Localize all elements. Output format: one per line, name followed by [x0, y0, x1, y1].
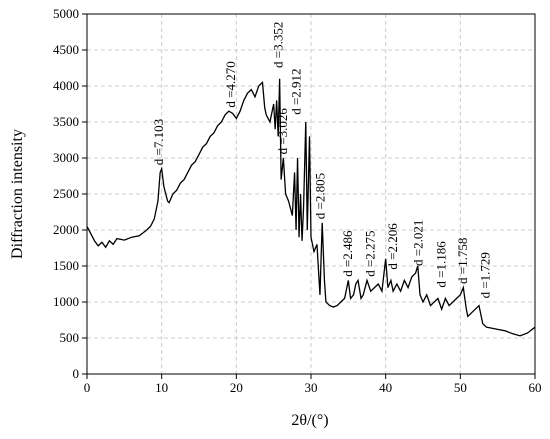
peak-annotation: d =3.026: [275, 108, 290, 155]
peak-annotation: d =2.206: [385, 223, 400, 270]
y-tick-label: 500: [60, 330, 80, 345]
plot-frame: [86, 13, 536, 375]
y-tick-label: 0: [73, 366, 80, 381]
peak-annotation: d =7.103: [151, 119, 166, 165]
y-tick-label: 2000: [53, 222, 79, 237]
y-tick-label: 4500: [53, 42, 79, 57]
peak-annotation: d =2.486: [340, 230, 355, 277]
x-tick-label: 10: [155, 380, 168, 395]
peak-annotation: d =2.912: [289, 68, 304, 114]
x-axis-label: 2θ/(°): [291, 412, 328, 429]
peak-annotation: d =3.352: [271, 22, 286, 68]
peak-annotation: d =2.805: [312, 173, 327, 219]
y-tick-label: 1500: [53, 258, 79, 273]
x-tick-label: 30: [305, 380, 318, 395]
peak-annotation: d =1.729: [477, 252, 492, 298]
peak-annotation: d =1.758: [455, 238, 470, 284]
x-tick-label: 60: [529, 380, 542, 395]
y-tick-label: 2500: [53, 186, 79, 201]
data-line: [86, 78, 536, 337]
y-tick-label: 3000: [53, 150, 79, 165]
y-tick-label: 1000: [53, 294, 79, 309]
y-axis-label: Diffraction intensity: [9, 129, 26, 259]
peak-annotation: d =2.275: [362, 230, 377, 276]
y-tick-label: 3500: [53, 114, 79, 129]
x-tick-label: 40: [379, 380, 392, 395]
x-tick-label: 20: [230, 380, 243, 395]
peak-annotation: d =4.270: [223, 61, 238, 107]
x-tick-label: 0: [84, 380, 91, 395]
y-tick-label: 5000: [53, 6, 79, 21]
peak-annotation: d =1.186: [433, 241, 448, 288]
x-tick-label: 50: [454, 380, 467, 395]
peak-annotation: d =2.021: [410, 220, 425, 266]
y-tick-label: 4000: [53, 78, 79, 93]
